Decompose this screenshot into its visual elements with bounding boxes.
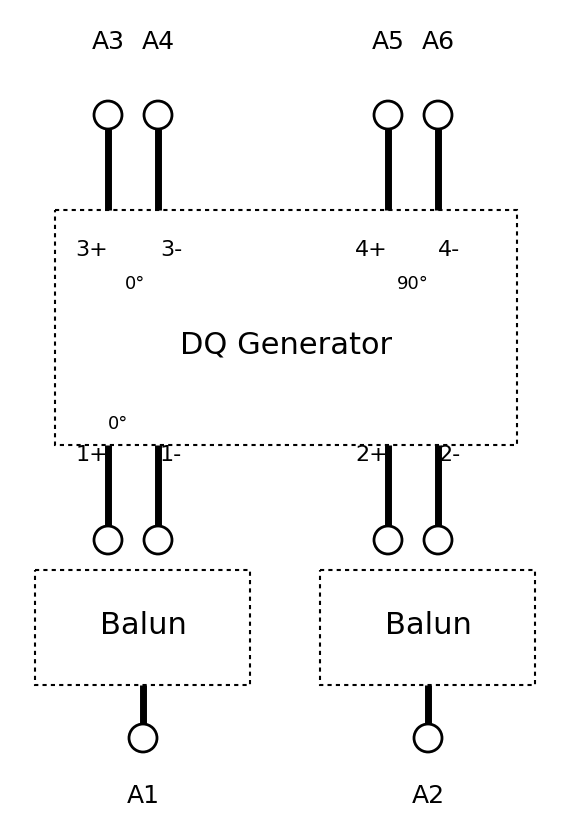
Bar	[35, 570, 250, 685]
Text: A5: A5	[372, 30, 404, 54]
Text: 4-: 4-	[438, 240, 460, 260]
Text: 4+: 4+	[355, 240, 388, 260]
Circle shape	[94, 526, 122, 554]
Text: 90°: 90°	[397, 275, 429, 293]
Text: 0°: 0°	[108, 415, 128, 433]
Text: 1-: 1-	[160, 445, 182, 465]
Circle shape	[374, 101, 402, 129]
Circle shape	[424, 101, 452, 129]
Bar	[55, 210, 517, 445]
Circle shape	[144, 101, 172, 129]
Text: 2-: 2-	[438, 445, 460, 465]
Text: 0°: 0°	[125, 275, 145, 293]
Text: A3: A3	[91, 30, 124, 54]
Text: A4: A4	[142, 30, 175, 54]
Circle shape	[424, 526, 452, 554]
Text: 2+: 2+	[355, 445, 388, 465]
Text: Balun: Balun	[99, 611, 187, 640]
Circle shape	[414, 724, 442, 752]
Text: 3+: 3+	[75, 240, 108, 260]
Text: 1+: 1+	[75, 445, 108, 465]
Circle shape	[144, 526, 172, 554]
Text: DQ Generator: DQ Generator	[180, 331, 392, 360]
Text: A1: A1	[127, 784, 159, 808]
Text: 3-: 3-	[160, 240, 182, 260]
Text: A2: A2	[412, 784, 445, 808]
Circle shape	[374, 526, 402, 554]
Circle shape	[129, 724, 157, 752]
Bar	[320, 570, 535, 685]
Circle shape	[94, 101, 122, 129]
Text: A6: A6	[421, 30, 455, 54]
Text: Balun: Balun	[384, 611, 472, 640]
